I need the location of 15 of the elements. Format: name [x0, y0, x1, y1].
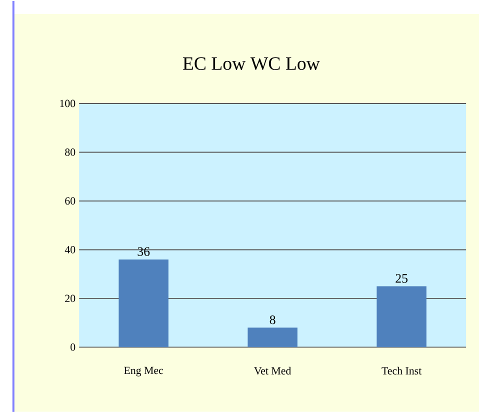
- y-tick-label: 40: [64, 246, 76, 254]
- x-tick-label: Vet Med: [254, 366, 292, 375]
- y-tick-label: 100: [60, 100, 76, 108]
- x-tick-label: Eng Mec: [124, 366, 164, 376]
- data-label: 25: [396, 274, 408, 283]
- x-tick-label: Tech Inst: [382, 366, 422, 375]
- y-tick-label: 0: [70, 344, 76, 351]
- y-tick-label: 60: [65, 197, 76, 205]
- data-label: 8: [270, 316, 276, 324]
- y-tick-label: 20: [65, 294, 76, 302]
- bar: [118, 260, 168, 348]
- bar: [248, 328, 298, 348]
- bar: [376, 286, 426, 348]
- y-tick-label: 80: [65, 148, 76, 156]
- chart-title: EC Low WC Low: [182, 57, 320, 70]
